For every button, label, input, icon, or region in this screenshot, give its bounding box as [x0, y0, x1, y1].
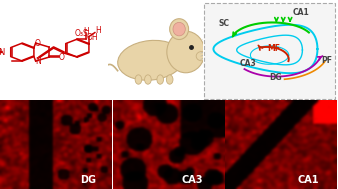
- Ellipse shape: [145, 75, 151, 84]
- Ellipse shape: [196, 51, 208, 61]
- Text: O₃S: O₃S: [75, 29, 88, 38]
- Text: PF: PF: [321, 56, 333, 65]
- Text: CA1: CA1: [298, 175, 319, 184]
- Text: MF: MF: [267, 44, 280, 53]
- Text: SC: SC: [219, 19, 230, 28]
- Text: CA1: CA1: [293, 8, 310, 17]
- Ellipse shape: [135, 75, 142, 84]
- Text: DG: DG: [270, 73, 282, 82]
- Text: DG: DG: [80, 175, 96, 184]
- Text: CA3: CA3: [239, 59, 256, 68]
- Text: N: N: [35, 57, 41, 66]
- Ellipse shape: [118, 40, 184, 80]
- Text: CA3: CA3: [182, 175, 203, 184]
- Text: O: O: [59, 53, 65, 62]
- FancyBboxPatch shape: [204, 3, 335, 99]
- Circle shape: [173, 22, 185, 36]
- Ellipse shape: [157, 75, 164, 84]
- Circle shape: [167, 31, 205, 73]
- Circle shape: [170, 19, 189, 40]
- Text: H: H: [96, 26, 101, 35]
- Text: H: H: [83, 27, 89, 36]
- Text: O: O: [35, 39, 41, 48]
- Ellipse shape: [166, 75, 173, 84]
- Text: N: N: [0, 48, 5, 57]
- Text: OH: OH: [87, 33, 98, 42]
